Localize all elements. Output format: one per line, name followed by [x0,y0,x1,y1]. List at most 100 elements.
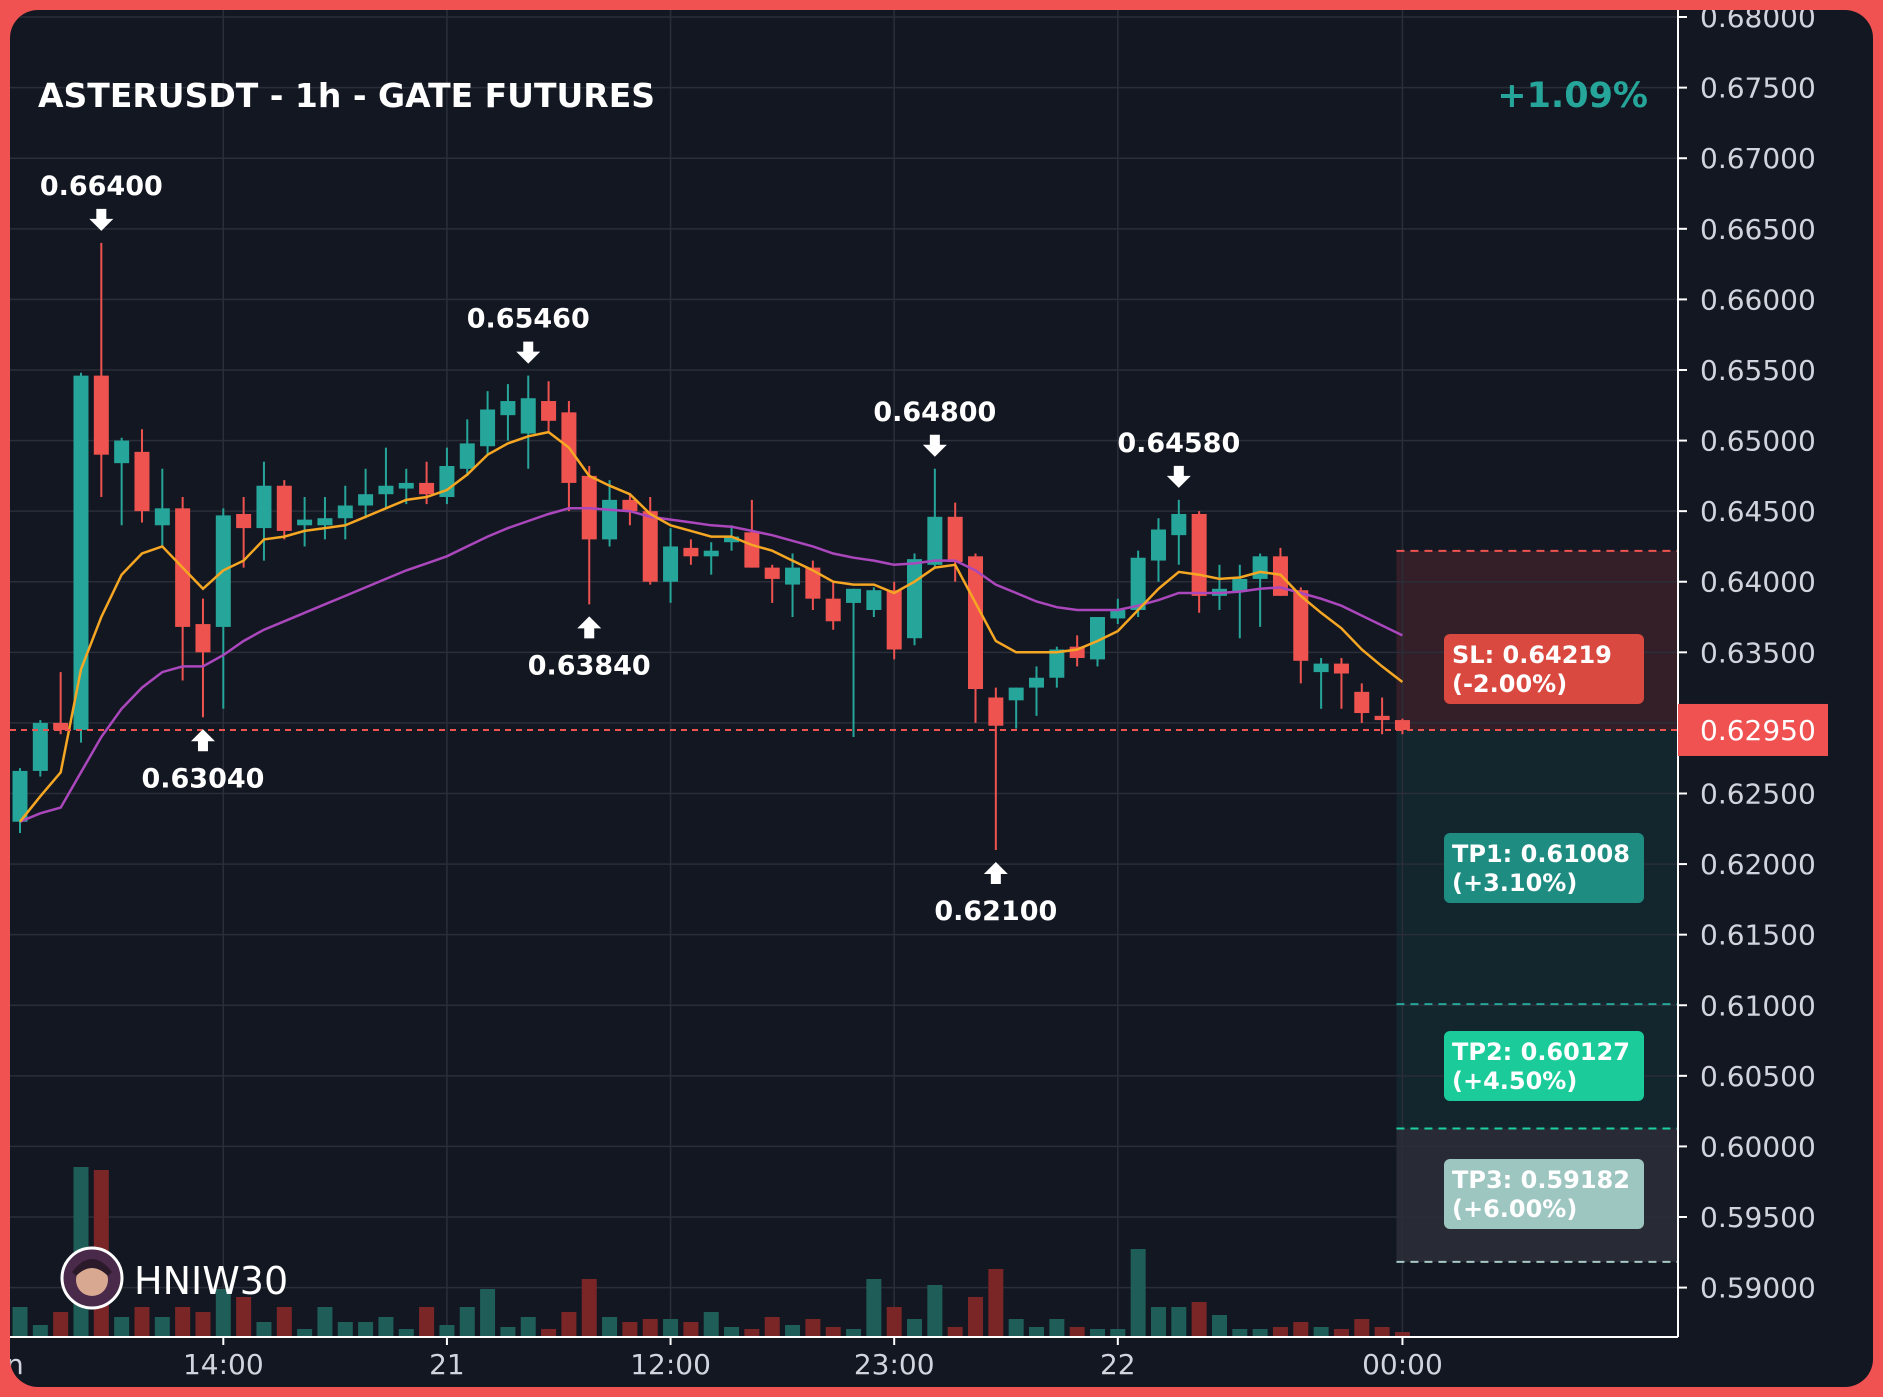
y-tick-label: 0.64000 [1700,566,1816,599]
annotation-label: 0.65460 [467,304,590,335]
y-tick-label: 0.59000 [1700,1272,1816,1305]
y-tick-label: 0.63500 [1700,636,1816,669]
volume-bar [703,1312,719,1337]
candle-body [195,624,211,653]
candle-body [602,499,618,540]
candle-body [317,518,333,526]
volume-bar [622,1322,638,1337]
volume-bar [1394,1332,1410,1337]
x-tick-label: 21 [429,1348,465,1381]
y-tick-label: 0.59500 [1700,1201,1816,1234]
volume-bar [1211,1315,1227,1337]
y-tick-label: 0.66000 [1700,283,1816,316]
tp3-label: TP3: 0.59182 [1452,1166,1630,1194]
volume-bar [1374,1327,1390,1337]
tp2-label-box: TP2: 0.60127(+4.50%) [1444,1031,1644,1101]
annotation-label: 0.64580 [1117,428,1240,459]
candle-body [236,513,252,529]
volume-bar [459,1307,475,1337]
candle-body [1333,663,1349,674]
candle-body [683,547,699,557]
volume-bar [1069,1327,1085,1337]
volume-bar [805,1319,821,1337]
tp1-label: TP1: 0.61008 [1452,840,1630,868]
volume-bar [846,1329,862,1337]
y-tick-label: 0.61000 [1700,989,1816,1022]
chart-canvas[interactable]: SL: 0.64219(-2.00%)TP1: 0.61008(+3.10%)T… [10,10,1873,1387]
axes: 0.68000 0.67500 0.67000 0.66500 0.66000 0.655… [10,10,1828,1381]
volume-bar [195,1312,211,1337]
y-tick-label: 0.66500 [1700,213,1816,246]
avatar-hair [72,1259,112,1276]
moving-averages [19,430,1404,823]
candle-body [439,465,455,498]
candle-body [500,401,516,416]
volume-bar [276,1307,292,1337]
candle-body [378,485,394,495]
candle-body [134,451,150,512]
volume-bars [12,1167,1410,1337]
volume-bar [886,1307,902,1337]
current-price-tag [1678,703,1828,756]
y-tick-label: 0.67000 [1700,142,1816,175]
candle-body [154,508,170,526]
annotation-label: 0.62100 [934,896,1057,927]
volume-bar [215,1289,231,1337]
candle-body [1130,557,1146,610]
y-tick-label: 0.60000 [1700,1130,1816,1163]
x-tick-label-cut: n [10,1348,24,1381]
candle-body [1252,556,1268,579]
tp3-label-bg [1444,1159,1644,1229]
annotation-label: 0.63040 [141,763,264,794]
candle-body [337,505,353,519]
x-tick-label: 00:00 [1362,1348,1443,1381]
x-tick-label: 12:00 [630,1348,711,1381]
annotation-low: 0.62100 [934,861,1057,927]
tp3-pct: (+6.00%) [1452,1195,1577,1223]
candle-body [1008,687,1024,701]
candle-body [419,482,435,495]
candle-body [398,482,414,489]
volume-bar [1191,1302,1207,1337]
candle-body [520,398,536,434]
level-lines: SL: 0.64219(-2.00%)TP1: 0.61008(+3.10%)T… [10,549,1678,1263]
candle-body [886,590,902,650]
annotation-low: 0.63040 [141,729,264,794]
volume-bar [134,1307,150,1337]
grid-lines [10,10,1678,1337]
volume-bar [480,1289,496,1337]
volume-bar [1130,1249,1146,1337]
annotation-low: 0.63840 [528,616,651,681]
ema-fast-line [19,430,1404,823]
candle-body [907,559,923,639]
volume-bar [256,1322,272,1337]
volume-bar [663,1319,679,1337]
candle-body [32,722,48,771]
x-tick-label: 23:00 [854,1348,935,1381]
candle-body [12,770,28,822]
tp2-label-bg [1444,1031,1644,1101]
arrow-down-icon [89,208,114,231]
y-tick-label: 0.61500 [1700,919,1816,952]
annotation-high: 0.65460 [467,304,590,364]
volume-bar [1313,1327,1329,1337]
volume-bar [1293,1322,1309,1337]
watermark-text: HNIW30 [134,1259,288,1303]
volume-bar [297,1329,313,1337]
volume-bar [53,1312,69,1337]
volume-bar [419,1307,435,1337]
arrow-down-icon [922,434,947,457]
tp2-label: TP2: 0.60127 [1452,1038,1630,1066]
candle-body [541,401,557,421]
watermark: HNIW30 [60,1246,288,1310]
volume-bar [907,1319,923,1337]
arrow-up-icon [190,729,215,752]
sl-label-bg [1444,634,1644,704]
avatar-face [76,1264,108,1296]
candle-body [1171,513,1187,536]
y-tick-label: 0.68000 [1700,10,1816,34]
arrow-up-icon [577,616,602,639]
x-tick-label: 14:00 [183,1348,264,1381]
candle-body [947,516,963,562]
candle-body [1232,578,1248,592]
